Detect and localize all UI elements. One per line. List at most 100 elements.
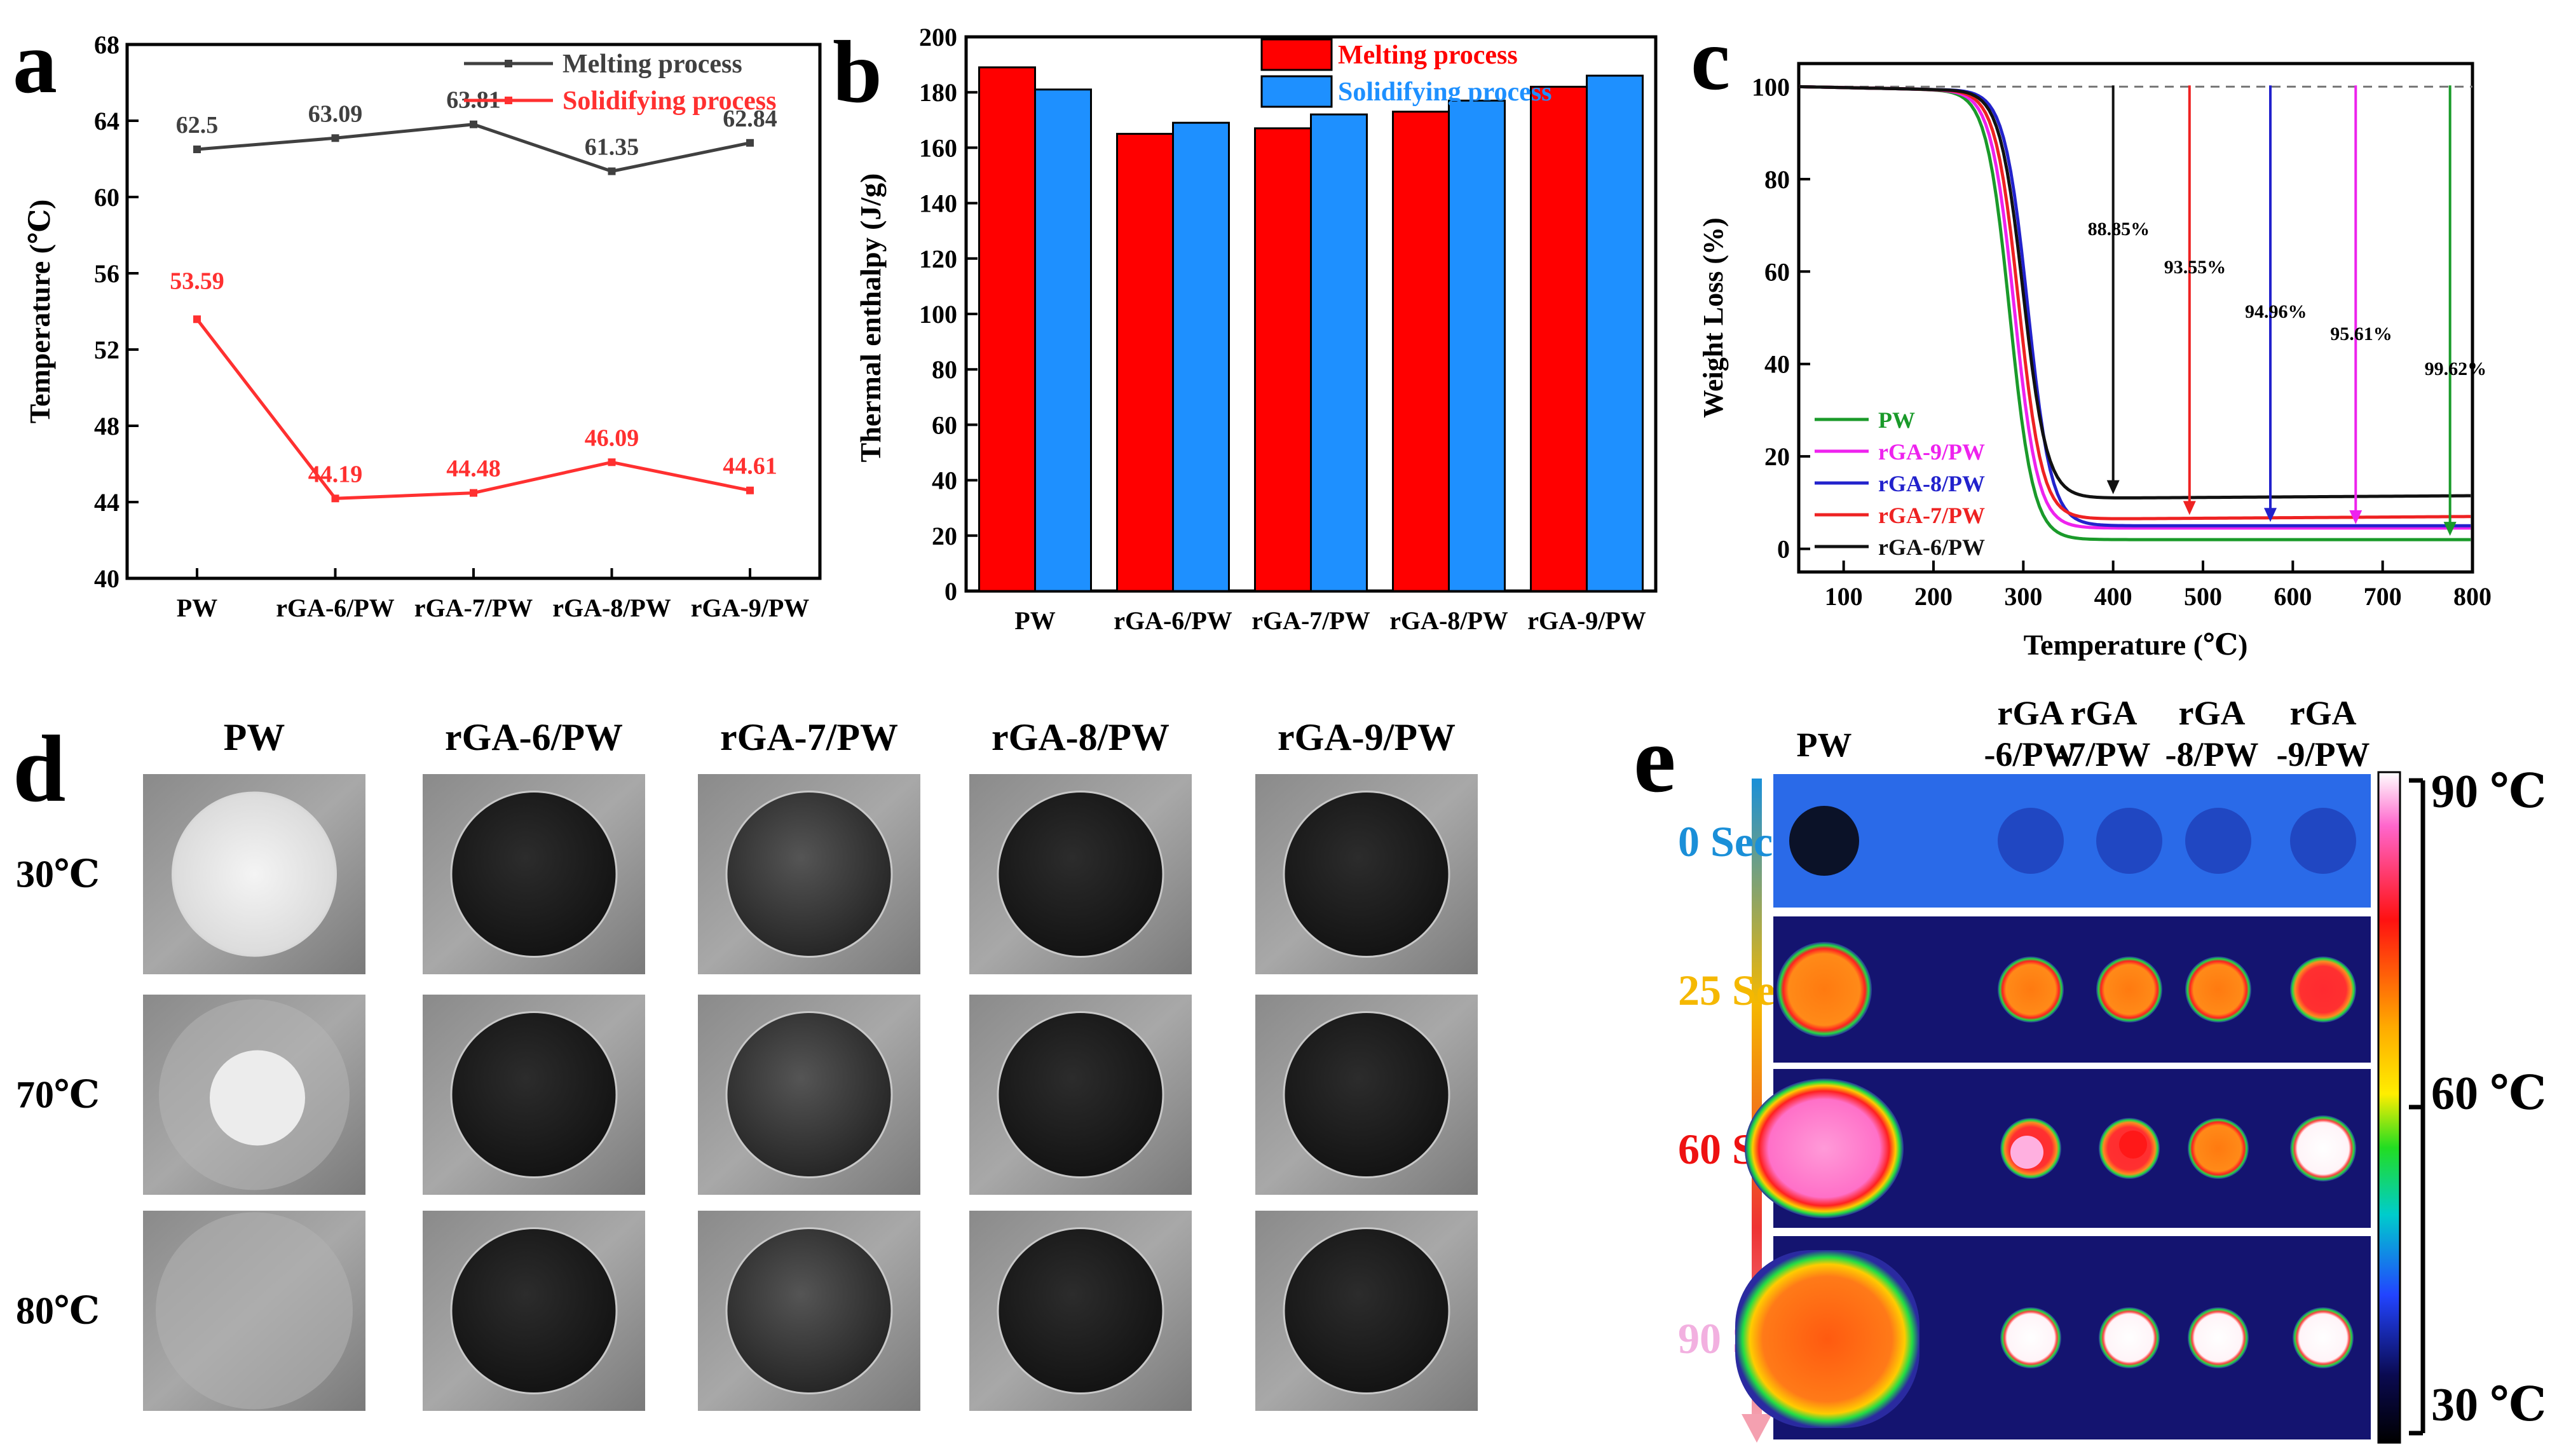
y-tick-label: 60 bbox=[932, 411, 957, 439]
thermal-column-header-line2: -8/PW bbox=[2165, 735, 2259, 773]
photo-row-label: 80℃ bbox=[16, 1290, 100, 1332]
thermal-image bbox=[1773, 774, 2371, 908]
sample-photo bbox=[698, 774, 920, 974]
y-tick-label: 56 bbox=[94, 259, 119, 288]
color-scale-bar bbox=[2377, 771, 2401, 1444]
thermal-images bbox=[1735, 774, 2371, 1439]
y-tick-label: 60 bbox=[1764, 257, 1790, 286]
photo-column-headers: PW rGA-6/PW rGA-7/PW rGA-8/PW rGA-9/PW bbox=[224, 716, 1456, 758]
y-tick-label: 180 bbox=[919, 78, 957, 107]
thermal-column-header-line2: -7/PW bbox=[2057, 735, 2151, 773]
data-point bbox=[331, 494, 339, 503]
legend-c: PW rGA-9/PW rGA-8/PW rGA-7/PW rGA-6/PW bbox=[1815, 407, 1985, 560]
y-axis-label-b: Thermal enthalpy (J/g) bbox=[854, 173, 887, 463]
y-tick-label: 100 bbox=[1752, 72, 1790, 101]
x-axis-c: 100 200 300 400 500 600 700 800 bbox=[1825, 561, 2492, 611]
photo-column-header: rGA-9/PW bbox=[1278, 716, 1456, 758]
sample-photo bbox=[143, 774, 365, 974]
bar-melting bbox=[1116, 133, 1174, 592]
scale-mid-label: 60 ℃ bbox=[2431, 1068, 2546, 1120]
bar-solidifying bbox=[1034, 88, 1092, 592]
thermal-column-header: rGA bbox=[2179, 694, 2246, 732]
legend-b: Melting process Solidifying process bbox=[1260, 38, 1551, 108]
x-tick-label: rGA-8/PW bbox=[1389, 606, 1508, 635]
sample-photo bbox=[143, 995, 365, 1195]
y-tick-label: 52 bbox=[94, 336, 119, 364]
bar-solidifying bbox=[1310, 113, 1368, 592]
panel-letter-a: a bbox=[13, 13, 57, 112]
x-tick-label: rGA-6/PW bbox=[276, 594, 395, 622]
bar-melting bbox=[978, 66, 1036, 592]
y-axis-b: 0 20 40 60 80 100 120 140 160 180 200 bbox=[919, 23, 978, 606]
x-tick-label: 800 bbox=[2453, 582, 2492, 611]
x-tick-label: 500 bbox=[2184, 582, 2222, 611]
data-point bbox=[608, 458, 616, 466]
x-tick-label: 200 bbox=[1914, 582, 1953, 611]
y-tick-label: 200 bbox=[919, 23, 957, 51]
y-tick-label: 140 bbox=[919, 189, 957, 218]
bar-solidifying bbox=[1172, 121, 1230, 592]
data-label: 44.19 bbox=[308, 461, 363, 487]
y-tick-label: 44 bbox=[94, 488, 119, 517]
sample-photo bbox=[698, 995, 920, 1195]
data-point bbox=[470, 489, 477, 497]
legend-entry: Melting process bbox=[1338, 41, 1518, 70]
data-point bbox=[608, 167, 616, 175]
data-point bbox=[193, 315, 201, 323]
x-tick-label: rGA-6/PW bbox=[1114, 606, 1232, 635]
x-tick-label: 700 bbox=[2364, 582, 2402, 611]
y-axis-c: 0 20 40 60 80 100 bbox=[1752, 72, 1810, 564]
y-tick-label: 40 bbox=[1764, 350, 1790, 379]
y-tick-label: 80 bbox=[1764, 165, 1790, 194]
bars-b bbox=[978, 66, 1644, 592]
bar-melting bbox=[1530, 85, 1588, 592]
series-c bbox=[1798, 85, 2472, 541]
y-tick-label: 100 bbox=[919, 300, 957, 329]
residue-percent-label: 88.85% bbox=[2088, 219, 2150, 240]
sample-photo bbox=[698, 1211, 920, 1411]
residue-percent-label: 93.55% bbox=[2164, 257, 2226, 278]
thermal-image bbox=[1773, 916, 2371, 1063]
data-label: 44.61 bbox=[723, 453, 777, 480]
sample-photos bbox=[143, 774, 1478, 1411]
data-label: 53.59 bbox=[170, 268, 224, 294]
residue-percent-label: 95.61% bbox=[2330, 323, 2392, 344]
y-axis-label-a: Temperature (℃) bbox=[24, 200, 56, 424]
legend-entry: rGA-6/PW bbox=[1878, 534, 1985, 560]
panel-a: a 40 44 48 52 56 60 64 68 PW rGA-6/PW rGA-7/PW rGA… bbox=[13, 13, 822, 622]
photo-row-label: 30℃ bbox=[16, 854, 100, 895]
data-point bbox=[331, 134, 339, 142]
data-label: 63.09 bbox=[308, 100, 363, 127]
panel-b: b 0 20 40 60 80 100 120 140 160 180 200 PW rGA-6/PW… bbox=[833, 23, 1658, 635]
y-tick-label: 0 bbox=[944, 577, 957, 606]
thermal-column-header-line2: -9/PW bbox=[2277, 735, 2370, 773]
bar-solidifying bbox=[1448, 99, 1506, 592]
data-point bbox=[746, 486, 754, 494]
x-tick-label: 600 bbox=[2274, 582, 2312, 611]
residue-percent-label: 94.96% bbox=[2245, 301, 2307, 322]
legend-entry: Solidifying process bbox=[563, 86, 776, 116]
data-point bbox=[470, 120, 477, 128]
legend-a: Melting process Solidifying process bbox=[464, 50, 776, 116]
scale-min-label: 30 ℃ bbox=[2431, 1379, 2546, 1431]
sample-photo bbox=[969, 995, 1192, 1195]
data-label: 62.84 bbox=[723, 105, 777, 132]
thermal-column-header: rGA bbox=[2071, 694, 2138, 732]
time-arrow-head bbox=[1742, 1414, 1772, 1443]
thermal-column-header: rGA bbox=[2290, 694, 2357, 732]
thermal-column-header: rGA bbox=[1998, 694, 2064, 732]
bar-melting bbox=[1392, 111, 1450, 592]
y-tick-label: 160 bbox=[919, 133, 957, 162]
y-tick-label: 0 bbox=[1777, 535, 1790, 564]
legend-entry: PW bbox=[1878, 407, 1915, 433]
bar-solidifying bbox=[1586, 74, 1644, 592]
x-tick-label: rGA-7/PW bbox=[1251, 606, 1370, 635]
x-tick-label: 300 bbox=[2004, 582, 2042, 611]
sample-photo bbox=[1255, 774, 1478, 974]
residue-percent-label: 99.62% bbox=[2425, 358, 2487, 379]
sample-photo bbox=[423, 995, 645, 1195]
x-axis-label-c: Temperature (℃) bbox=[2024, 629, 2248, 661]
